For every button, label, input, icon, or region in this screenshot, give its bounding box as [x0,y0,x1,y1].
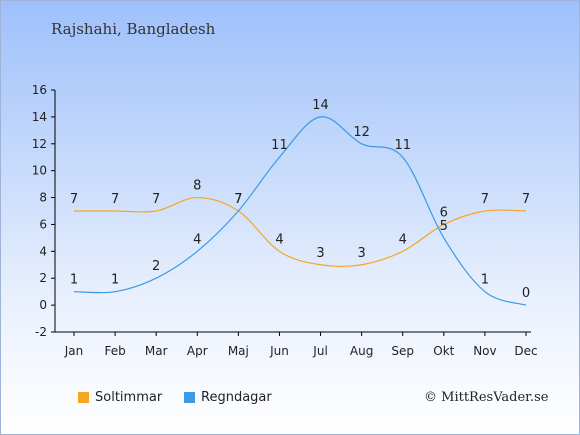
y-tick-label: 0 [39,298,47,312]
data-label-rain-days: 11 [271,138,288,153]
legend-item-sun: Soltimmar [78,390,162,405]
x-tick-label: Feb [104,344,125,358]
legend-swatch-rain [184,392,195,403]
y-tick-label: 8 [39,191,47,205]
x-tick-label: Nov [473,344,496,358]
data-label-sun-hours: 7 [234,192,242,207]
legend-label-rain: Regndagar [201,390,272,405]
credit-text: © MittResVader.se [424,390,549,405]
legend-label-sun: Soltimmar [95,390,163,405]
series-line-sun-hours [73,196,527,268]
data-label-sun-hours: 7 [522,192,530,207]
x-tick-label: Jan [64,344,84,358]
data-label-rain-days: 5 [440,219,448,234]
data-label-sun-hours: 8 [193,179,201,194]
y-tick-label: -2 [35,325,47,339]
data-label-rain-days: 1 [70,273,78,288]
x-tick-label: Sep [391,344,414,358]
y-tick-label: 2 [39,271,47,285]
x-tick-label: Aug [350,344,373,358]
y-tick-label: 12 [32,137,47,151]
data-label-rain-days: 0 [522,286,530,301]
data-label-sun-hours: 7 [111,192,119,207]
data-label-rain-days: 12 [353,125,370,140]
y-tick-label: 10 [32,164,47,178]
data-label-sun-hours: 3 [316,246,324,261]
x-tick-label: Okt [433,344,454,358]
data-label-rain-days: 14 [312,98,329,113]
data-label-sun-hours: 6 [440,205,448,220]
y-tick-label: 16 [32,83,47,97]
data-label-sun-hours: 4 [275,232,283,247]
data-label-sun-hours: 7 [152,192,160,207]
legend-item-rain: Regndagar [184,390,272,405]
y-tick-label: 4 [39,244,47,258]
x-tick-label: Jul [312,344,327,358]
data-label-rain-days: 11 [394,138,411,153]
y-tick-label: 14 [32,110,47,124]
series-line-rain-days [73,116,527,306]
x-tick-label: Jun [269,344,289,358]
data-label-sun-hours: 7 [481,192,489,207]
x-tick-label: Apr [187,344,208,358]
data-label-rain-days: 1 [481,273,489,288]
legend-swatch-sun [78,392,89,403]
data-label-sun-hours: 3 [357,246,365,261]
data-label-rain-days: 2 [152,259,160,274]
data-label-rain-days: 7 [234,192,242,207]
data-label-sun-hours: 7 [70,192,78,207]
y-tick-label: 6 [39,217,47,231]
x-tick-label: Dec [514,344,537,358]
location-title: Rajshahi, Bangladesh [51,20,216,38]
data-label-rain-days: 4 [193,232,201,247]
x-tick-label: Maj [228,344,249,358]
x-tick-label: Mar [145,344,168,358]
data-label-rain-days: 1 [111,273,119,288]
data-label-sun-hours: 4 [399,232,407,247]
